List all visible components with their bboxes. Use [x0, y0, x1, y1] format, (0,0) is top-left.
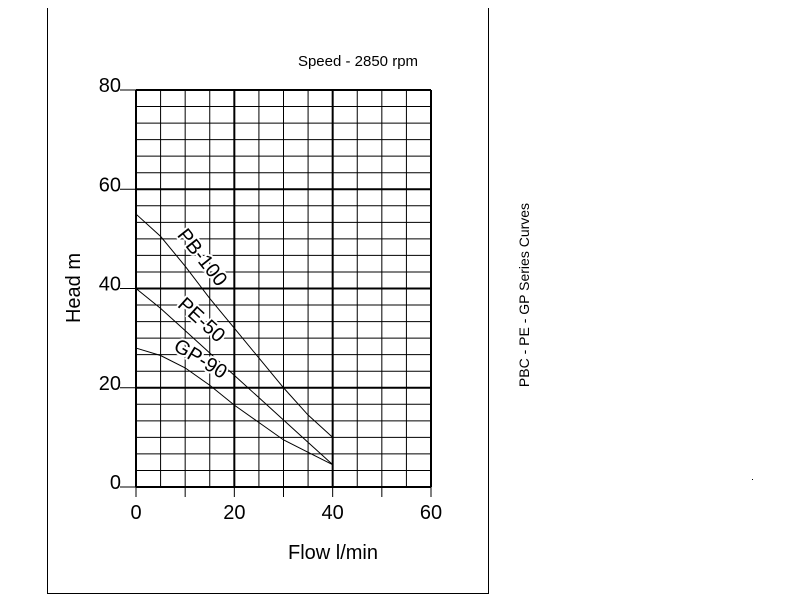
curve-gp-90 — [135, 347, 333, 466]
series-label-gp-90: GP-90 — [170, 335, 231, 384]
y-tick-label: 40 — [99, 274, 121, 296]
x-tick-label: 0 — [130, 502, 141, 524]
chart-title: Speed - 2850 rpm — [298, 53, 418, 70]
x-tick-label: 60 — [420, 502, 442, 524]
side-caption: PBC - PE - GP Series Curves — [516, 202, 532, 388]
curve-pe-50 — [135, 288, 334, 466]
series-label-pb-100: PB-100 — [173, 225, 232, 291]
y-tick-label: 60 — [99, 174, 121, 196]
y-tick-label: 80 — [99, 75, 121, 97]
y-tick-label: 0 — [110, 472, 121, 494]
y-tick-label: 20 — [99, 373, 121, 395]
x-axis-label: Flow l/min — [288, 542, 378, 564]
curve-pb-100 — [135, 213, 334, 438]
chart-frame — [47, 8, 489, 594]
x-tick-label: 20 — [223, 502, 245, 524]
x-tick-label: 40 — [322, 502, 344, 524]
stray-dot — [752, 479, 753, 480]
y-axis-label: Head m — [63, 253, 85, 323]
